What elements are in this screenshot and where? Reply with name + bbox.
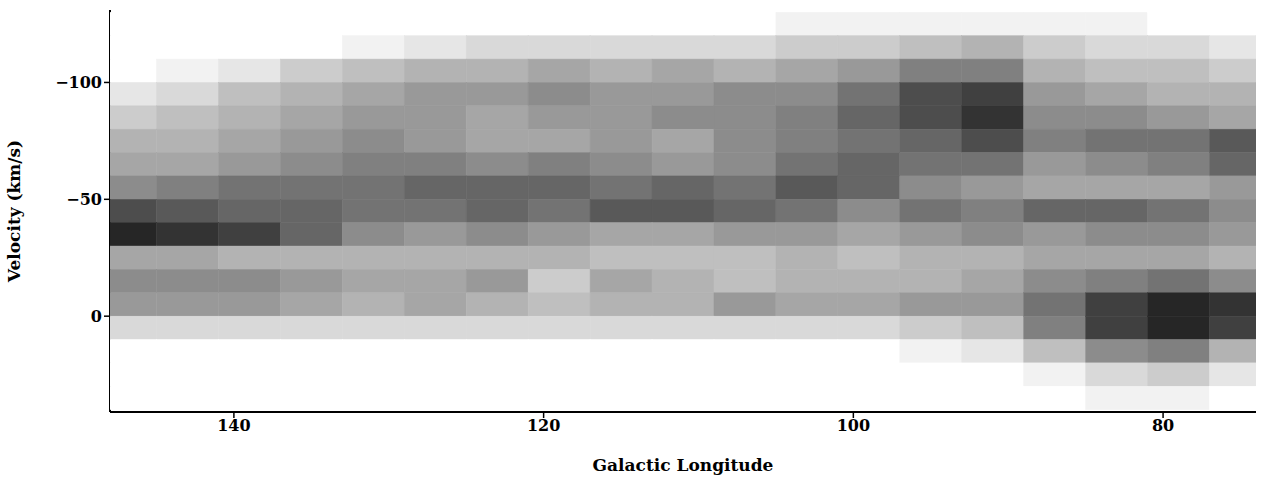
- svg-text:Velocity (km/s): Velocity (km/s): [4, 140, 24, 283]
- svg-text:0: 0: [91, 307, 102, 326]
- svg-text:100: 100: [837, 416, 870, 435]
- svg-text:−50: −50: [66, 190, 102, 209]
- svg-text:120: 120: [527, 416, 560, 435]
- svg-text:140: 140: [217, 416, 250, 435]
- svg-text:Galactic Longitude: Galactic Longitude: [593, 455, 774, 475]
- svg-text:−100: −100: [55, 73, 102, 92]
- svg-text:80: 80: [1152, 416, 1174, 435]
